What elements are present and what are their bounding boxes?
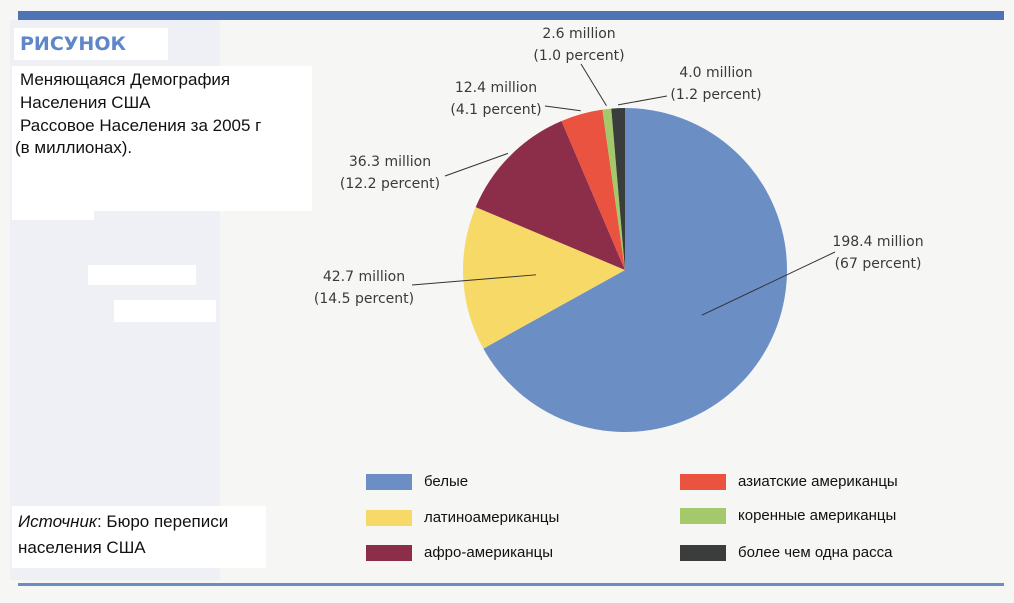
slice-label: 198.4 million (832, 234, 923, 250)
legend-swatch (366, 545, 412, 561)
white-patch (114, 300, 216, 322)
legend-swatch (680, 508, 726, 524)
slice-label: 4.0 million (679, 65, 752, 81)
top-rule (18, 11, 1004, 20)
source-note: Источник: Бюро переписи населения США (12, 506, 266, 568)
legend-label: афро-американцы (424, 544, 553, 561)
pie-slice (463, 207, 625, 349)
legend-swatch (366, 474, 412, 490)
white-patch (88, 265, 196, 285)
legend-label: белые (424, 473, 469, 490)
leader-line (701, 251, 836, 316)
source-text: : Бюро переписи (96, 512, 229, 531)
caption-line: Населения США (20, 93, 151, 112)
legend-label: латиноамериканцы (424, 509, 560, 526)
pie-slice (611, 108, 625, 270)
pie-slice (475, 120, 625, 270)
slice-label: (14.5 percent) (314, 291, 414, 307)
source-label: Источник (18, 512, 97, 531)
legend-label: азиатские американцы (738, 473, 898, 490)
slice-label: 12.4 million (455, 80, 537, 96)
pie-slice (483, 108, 788, 432)
slice-label: (1.2 percent) (670, 87, 761, 103)
leader-line (411, 274, 537, 286)
slice-label: (12.2 percent) (340, 176, 440, 192)
legend-swatch (680, 545, 726, 561)
source-text-2: населения США (18, 538, 146, 557)
leader-line (544, 105, 581, 112)
legend-swatch (680, 474, 726, 490)
slice-label: 2.6 million (542, 26, 615, 42)
legend-label: более чем одна расса (738, 544, 893, 561)
slice-label: (1.0 percent) (533, 48, 624, 64)
slice-label: (67 percent) (835, 256, 922, 272)
leader-line (617, 95, 668, 106)
slice-label: 36.3 million (349, 154, 431, 170)
caption-line: Меняющаяся Демография (20, 70, 231, 89)
legend-swatch (366, 510, 412, 526)
leader-line (444, 152, 509, 177)
caption-line: Рассовое Населения за 2005 г (20, 116, 262, 135)
bottom-rule (18, 583, 1004, 586)
leader-line (580, 63, 607, 107)
pie-slice (602, 108, 625, 270)
legend-label: коренные американцы (738, 507, 897, 524)
slice-label: 42.7 million (323, 269, 405, 285)
pie-slice (561, 109, 625, 271)
slice-label: (4.1 percent) (450, 102, 541, 118)
figure-caption: Меняющаяся Демография Населения США Расс… (12, 66, 312, 211)
caption-line: (в миллионах). (15, 138, 133, 157)
caption-block (12, 210, 94, 220)
